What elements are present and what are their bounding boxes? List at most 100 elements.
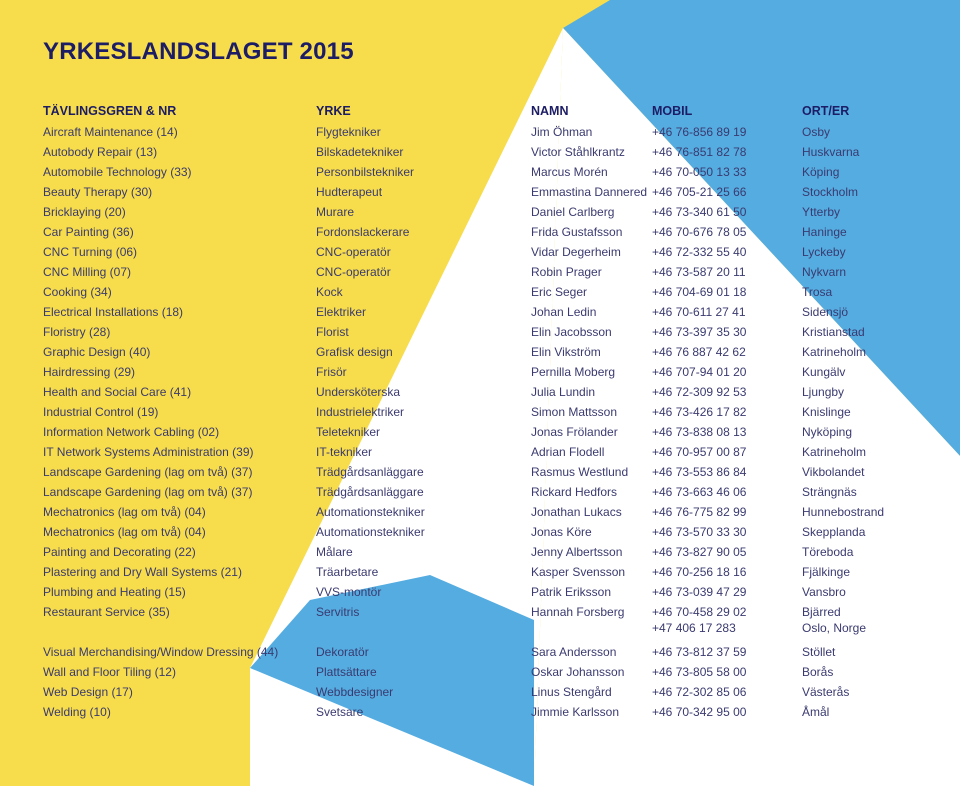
skill-cell: Mechatronics (lag om två) (04) bbox=[43, 525, 206, 539]
skill-cell: Plastering and Dry Wall Systems (21) bbox=[43, 565, 242, 579]
name-cell: Simon Mattsson bbox=[531, 405, 618, 419]
profession-cell: Elektriker bbox=[316, 305, 367, 319]
profession-cell: Undersköterska bbox=[316, 385, 401, 399]
header-mobile: MOBIL bbox=[652, 104, 693, 118]
page-title: YRKESLANDSLAGET 2015 bbox=[43, 38, 354, 65]
name-cell: Rasmus Westlund bbox=[531, 465, 629, 479]
name-cell: Jenny Albertsson bbox=[531, 545, 623, 559]
location-cell: Katrineholm bbox=[802, 445, 867, 459]
name-cell: Jim Öhman bbox=[531, 125, 593, 139]
header-skill: TÄVLINGSGREN & NR bbox=[43, 104, 177, 118]
profession-cell: Trädgårdsanläggare bbox=[316, 485, 424, 499]
location-cell: Kungälv bbox=[802, 365, 846, 379]
mobile-cell: +46 73-039 47 29 bbox=[652, 585, 747, 599]
skill-cell: Mechatronics (lag om två) (04) bbox=[43, 505, 206, 519]
profession-cell: Webbdesigner bbox=[316, 685, 394, 699]
profession-cell: Grafisk design bbox=[316, 345, 393, 359]
mobile-cell: +46 72-302 85 06 bbox=[652, 685, 747, 699]
name-cell: Linus Stengård bbox=[531, 685, 612, 699]
skill-cell: Information Network Cabling (02) bbox=[43, 425, 220, 439]
mobile-cell: +46 73-838 08 13 bbox=[652, 425, 747, 439]
profession-cell: Svetsare bbox=[316, 705, 364, 719]
mobile-cell: +46 73-812 37 59 bbox=[652, 645, 747, 659]
skill-cell: Welding (10) bbox=[43, 705, 111, 719]
mobile-cell: +46 70-676 78 05 bbox=[652, 225, 747, 239]
name-cell: Victor Ståhlkrantz bbox=[531, 145, 625, 159]
skill-cell: CNC Turning (06) bbox=[43, 245, 138, 259]
location-cell: Ytterby bbox=[802, 205, 841, 219]
name-cell: Jimmie Karlsson bbox=[531, 705, 620, 719]
location-cell: Stockholm bbox=[802, 185, 859, 199]
location-cell: Stöllet bbox=[802, 645, 836, 659]
name-cell: Johan Ledin bbox=[531, 305, 597, 319]
location-cell: Vansbro bbox=[802, 585, 846, 599]
profession-cell: VVS-montör bbox=[316, 585, 382, 599]
name-cell: Elin Vikström bbox=[531, 345, 601, 359]
profession-cell: Målare bbox=[316, 545, 353, 559]
mobile-cell: +46 70-957 00 87 bbox=[652, 445, 747, 459]
skill-cell: Health and Social Care (41) bbox=[43, 385, 192, 399]
name-cell: Vidar Degerheim bbox=[531, 245, 621, 259]
location-cell: Lyckeby bbox=[802, 245, 846, 259]
location-cell: Västerås bbox=[802, 685, 850, 699]
profession-cell: Fordonslackerare bbox=[316, 225, 410, 239]
mobile-cell: +46 70-458 29 02 +47 406 17 283 bbox=[652, 605, 747, 635]
mobile-cell: +46 73-570 33 30 bbox=[652, 525, 747, 539]
name-cell: Marcus Morén bbox=[531, 165, 608, 179]
name-cell: Emmastina Dannered bbox=[531, 185, 648, 199]
table-header: TÄVLINGSGREN & NR YRKE NAMN MOBIL ORT/ER bbox=[0, 104, 960, 122]
location-cell: Ljungby bbox=[802, 385, 845, 399]
skill-cell: Beauty Therapy (30) bbox=[43, 185, 153, 199]
name-cell: Daniel Carlberg bbox=[531, 205, 615, 219]
location-cell: Trosa bbox=[802, 285, 833, 299]
name-cell: Patrik Eriksson bbox=[531, 585, 612, 599]
name-cell: Jonas Frölander bbox=[531, 425, 618, 439]
skill-cell: Visual Merchandising/Window Dressing (44… bbox=[43, 645, 279, 659]
location-cell: Köping bbox=[802, 165, 840, 179]
mobile-cell: +46 704-69 01 18 bbox=[652, 285, 747, 299]
mobile-cell: +46 705-21 25 66 bbox=[652, 185, 747, 199]
skill-cell: Plumbing and Heating (15) bbox=[43, 585, 186, 599]
mobile-cell: +46 73-805 58 00 bbox=[652, 665, 747, 679]
profession-cell: Frisör bbox=[316, 365, 347, 379]
location-cell: Fjälkinge bbox=[802, 565, 851, 579]
white-triangle-shape bbox=[534, 28, 960, 786]
mobile-cell: +46 70-611 27 41 bbox=[652, 305, 746, 319]
skill-cell: CNC Milling (07) bbox=[43, 265, 132, 279]
profession-cell: Teletekniker bbox=[316, 425, 381, 439]
location-cell: Huskvarna bbox=[802, 145, 860, 159]
skill-cell: Restaurant Service (35) bbox=[43, 605, 170, 619]
blue-shape-bottom bbox=[250, 575, 534, 786]
location-cell: Haninge bbox=[802, 225, 847, 239]
mobile-cell: +46 73-827 90 05 bbox=[652, 545, 747, 559]
mobile-cell: +46 70-342 95 00 bbox=[652, 705, 747, 719]
mobile-cell: +46 70-050 13 33 bbox=[652, 165, 747, 179]
location-cell: Osby bbox=[802, 125, 831, 139]
name-cell: Julia Lundin bbox=[531, 385, 596, 399]
profession-cell: Flygtekniker bbox=[316, 125, 381, 139]
header-profession: YRKE bbox=[316, 104, 351, 118]
skill-cell: Bricklaying (20) bbox=[43, 205, 126, 219]
mobile-cell: +46 76-851 82 78 bbox=[652, 145, 747, 159]
mobile-cell: +46 72-309 92 53 bbox=[652, 385, 747, 399]
location-cell: Knislinge bbox=[802, 405, 851, 419]
skill-cell: Landscape Gardening (lag om två) (37) bbox=[43, 465, 253, 479]
skill-cell: Aircraft Maintenance (14) bbox=[43, 125, 178, 139]
profession-cell: IT-tekniker bbox=[316, 445, 373, 459]
profession-cell: Hudterapeut bbox=[316, 185, 383, 199]
mobile-cell: +46 73-397 35 30 bbox=[652, 325, 747, 339]
skill-cell: IT Network Systems Administration (39) bbox=[43, 445, 254, 459]
mobile-cell: +46 73-587 20 11 bbox=[652, 265, 746, 279]
mobile-cell: +46 707-94 01 20 bbox=[652, 365, 747, 379]
profession-cell: CNC-operatör bbox=[316, 245, 391, 259]
skill-cell: Wall and Floor Tiling (12) bbox=[43, 665, 176, 679]
skill-cell: Painting and Decorating (22) bbox=[43, 545, 196, 559]
profession-cell: Florist bbox=[316, 325, 349, 339]
mobile-cell: +46 70-256 18 16 bbox=[652, 565, 747, 579]
name-cell: Oskar Johansson bbox=[531, 665, 625, 679]
profession-cell: Träarbetare bbox=[316, 565, 379, 579]
location-cell: Katrineholm bbox=[802, 345, 867, 359]
skill-cell: Graphic Design (40) bbox=[43, 345, 151, 359]
mobile-cell: +46 76 887 42 62 bbox=[652, 345, 746, 359]
